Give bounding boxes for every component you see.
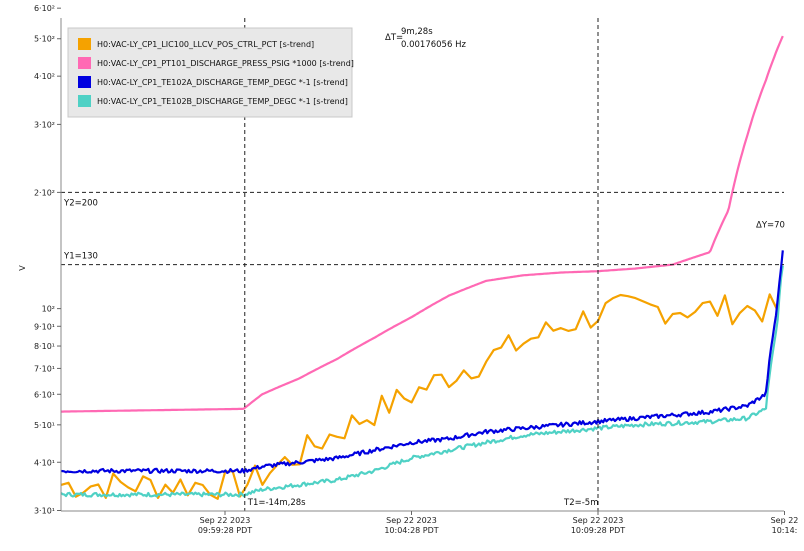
series-line: [60, 293, 779, 500]
series-line: [60, 250, 784, 474]
cursor-delta-t-value: 9m,28s: [401, 27, 433, 37]
legend-swatch: [78, 38, 91, 50]
legend-swatch: [78, 76, 91, 88]
series-line: [60, 265, 784, 498]
cursor-t2-label: T2=-5m: [563, 498, 598, 508]
y-tick-label: 4·10¹: [34, 458, 55, 467]
legend-entry: H0:VAC-LY_CP1_TE102A_DISCHARGE_TEMP_DEGC…: [97, 78, 348, 87]
cursor-delta-t-label: ΔT=: [385, 33, 403, 43]
legend[interactable]: H0:VAC-LY_CP1_LIC100_LLCV_POS_CTRL_PCT […: [67, 27, 354, 118]
legend-entry: H0:VAC-LY_CP1_PT101_DISCHARGE_PRESS_PSIG…: [97, 59, 354, 68]
y-tick-label: 2·10²: [34, 188, 55, 197]
x-tick-label: 09:59:28 PDT: [198, 526, 252, 535]
cursor-t1-label: T1=-14m,28s: [247, 498, 306, 508]
y-tick-label: 6·10¹: [34, 390, 55, 399]
y-tick-label: 3·10²: [34, 120, 55, 129]
cursor-y1-label: Y1=130: [63, 252, 98, 262]
x-tick-label: 10:14:: [772, 526, 798, 535]
series-line: [61, 35, 784, 413]
x-tick-label: Sep 22 2023: [573, 516, 624, 525]
y-tick-label: 7·10¹: [34, 364, 55, 373]
cursor-delta-y-label: ΔY=70: [756, 221, 785, 231]
y-tick-label: 5·10¹: [34, 421, 55, 430]
legend-swatch: [78, 57, 91, 69]
cursor-delta-t-freq: 0.00176056 Hz: [401, 40, 466, 50]
y-axis-label: V: [18, 265, 27, 271]
x-tick-label: Sep 22: [771, 516, 799, 525]
legend-entry: H0:VAC-LY_CP1_LIC100_LLCV_POS_CTRL_PCT […: [97, 40, 314, 49]
y-tick-label: 8·10¹: [34, 342, 55, 351]
legend-swatch: [78, 95, 91, 107]
legend-box: [67, 27, 353, 118]
cursor-y2-label: Y2=200: [63, 198, 98, 208]
y-tick-label: 6·10²: [34, 4, 55, 13]
y-tick-label: 9·10¹: [34, 322, 55, 331]
x-tick-label: Sep 22 2023: [200, 516, 251, 525]
y-tick-label: 4·10²: [34, 72, 55, 81]
y-tick-label: 10²: [42, 305, 55, 314]
y-tick-label: 3·10¹: [34, 507, 55, 516]
legend-entry: H0:VAC-LY_CP1_TE102B_DISCHARGE_TEMP_DEGC…: [97, 97, 348, 106]
x-tick-label: 10:04:28 PDT: [384, 526, 438, 535]
y-tick-label: 5·10²: [34, 35, 55, 44]
x-tick-label: Sep 22 2023: [386, 516, 437, 525]
x-tick-label: 10:09:28 PDT: [571, 526, 625, 535]
